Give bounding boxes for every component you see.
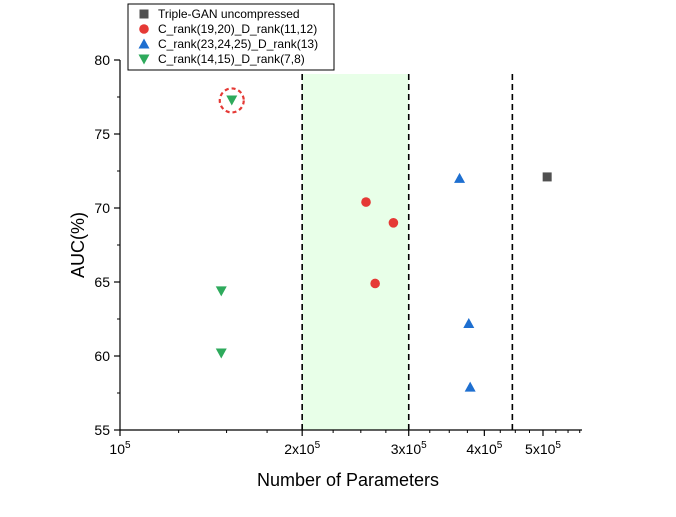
- legend-label-2: C_rank(19,20)_D_rank(11,12): [158, 22, 317, 36]
- data-point-s3-p3: [464, 381, 476, 392]
- highlight-circle: [218, 87, 245, 114]
- y-tick-label-55: 55: [94, 422, 110, 438]
- data-point-s3-p1: [454, 172, 466, 183]
- legend-marker-4: [138, 54, 150, 65]
- x-axis-label: Number of Parameters: [257, 470, 439, 490]
- shaded-region: [302, 74, 409, 430]
- data-point-s4-p2: [215, 286, 227, 297]
- legend-label-1: Triple-GAN uncompressed: [158, 7, 300, 21]
- y-tick-label-70: 70: [94, 200, 110, 216]
- x-tick-label-100000: 105: [109, 440, 131, 457]
- x-tick-label-500000: 5x105: [525, 440, 561, 457]
- data-point-s2-p1: [361, 197, 371, 207]
- y-axis-label: AUC(%): [68, 212, 88, 278]
- legend-box: [127, 3, 335, 71]
- y-tick-label-80: 80: [94, 52, 110, 68]
- legend-label-4: C_rank(14,15)_D_rank(7,8): [158, 52, 305, 66]
- y-tick-label-65: 65: [94, 274, 110, 290]
- x-tick-label-400000: 4x105: [466, 440, 502, 457]
- shaded-region-layer: [302, 74, 409, 430]
- legend-marker-3: [138, 38, 150, 49]
- data-point-s3-p2: [463, 317, 475, 328]
- y-tick-label-75: 75: [94, 126, 110, 142]
- data-point-s4-p1: [226, 95, 238, 106]
- x-tick-label-200000: 2x105: [284, 440, 320, 457]
- data-points-layer: [215, 87, 552, 392]
- data-point-s2-p3: [370, 278, 380, 289]
- y-tick-label-60: 60: [94, 348, 110, 364]
- data-point-s2-p2: [388, 218, 399, 228]
- legend-label-3: C_rank(23,24,25)_D_rank(13): [158, 37, 318, 51]
- data-point-s1-p1: [542, 172, 552, 182]
- data-point-s4-p3: [215, 348, 227, 359]
- x-tick-label-300000: 3x105: [391, 440, 427, 457]
- legend-marker-2: [139, 24, 149, 34]
- legend: Triple-GAN uncompressedC_rank(19,20)_D_r…: [127, 3, 335, 71]
- legend-marker-1: [139, 9, 149, 19]
- axes: 55 60 65 70 75 80 105 2x105 3x105 4x105 5x105: [94, 52, 582, 457]
